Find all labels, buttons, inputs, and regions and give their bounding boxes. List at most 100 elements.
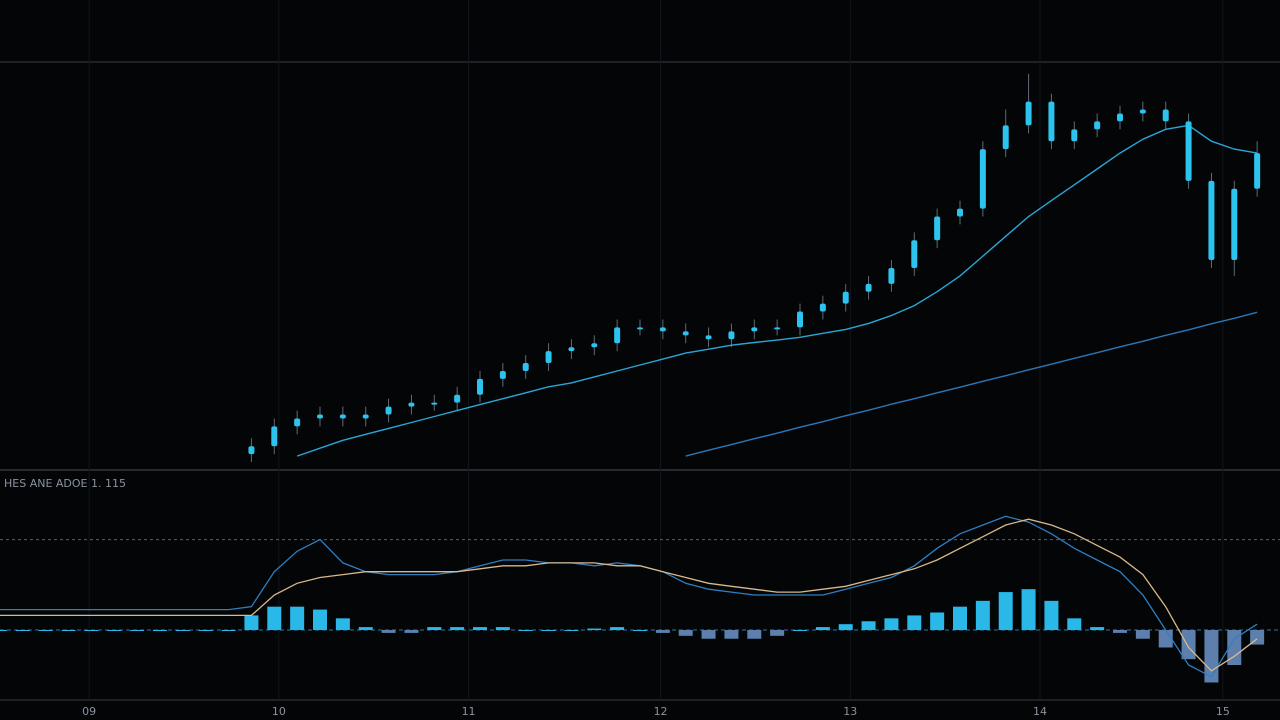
candle-body (1048, 101, 1055, 142)
candle-body (1139, 109, 1146, 114)
candle-body (1094, 121, 1101, 130)
line-series (685, 311, 1258, 457)
histogram-bar (1021, 589, 1036, 630)
histogram-bar (884, 618, 899, 630)
histogram-bar (221, 630, 236, 631)
histogram-bar (633, 630, 647, 631)
candle-body (522, 363, 529, 371)
histogram-bar (15, 630, 30, 631)
histogram-bar (1090, 627, 1105, 630)
histogram-bar (38, 630, 53, 631)
candle-body (865, 283, 872, 292)
candle-body (1254, 153, 1261, 189)
histogram-bar (1227, 630, 1242, 665)
histogram-bar (975, 600, 990, 630)
histogram-bar (1181, 630, 1196, 660)
histogram-bar (0, 630, 7, 631)
histogram-bar (130, 630, 145, 631)
histogram-bar (793, 630, 807, 631)
candle-body (979, 149, 986, 209)
time-axis: 09 10 11 12 13 14 15 (82, 705, 1230, 718)
histogram-bar (541, 630, 556, 631)
histogram-bar (1135, 630, 1150, 639)
histogram-bar (381, 630, 396, 633)
histogram-bar (404, 630, 419, 633)
histogram-bar (335, 618, 350, 630)
candle-body (819, 303, 826, 312)
candle-body (842, 291, 849, 304)
x-tick-label: 13 (843, 705, 857, 718)
candle-body (728, 331, 735, 340)
histogram-bar (678, 630, 693, 636)
candle-body (1162, 109, 1169, 122)
histogram-bar (61, 630, 76, 631)
grid (88, 0, 1224, 700)
histogram-bar (518, 630, 533, 631)
candle-body (682, 331, 689, 336)
histogram-bar (655, 630, 670, 633)
histogram-bar (701, 630, 716, 639)
candle-body (431, 402, 438, 405)
candle-body (545, 351, 552, 364)
candle-body (751, 327, 758, 332)
histogram-bar (1113, 630, 1127, 633)
candle-body (591, 343, 598, 348)
x-tick-label: 09 (82, 705, 96, 718)
candle-body (637, 327, 643, 330)
histogram-bar (267, 606, 282, 630)
histogram-bar (198, 630, 213, 631)
histogram-bar (107, 630, 122, 631)
histogram-bar (84, 630, 99, 631)
candle-body (568, 347, 575, 352)
histogram-bar (861, 621, 876, 630)
candle-body (454, 394, 461, 403)
histogram-bar (907, 615, 922, 630)
line-series (296, 124, 1258, 457)
candle-body (385, 406, 392, 415)
histogram-bar (587, 628, 602, 630)
histogram-bar (998, 592, 1013, 630)
candle-body (888, 267, 895, 284)
candle-body (797, 311, 803, 328)
histogram-bar (838, 624, 853, 630)
candle-body (1071, 129, 1078, 142)
histogram-bar (1204, 630, 1219, 683)
indicator-label: HES ANE ADOE 1. 115 (4, 477, 126, 490)
price-panel (248, 73, 1261, 463)
candle-body (294, 418, 301, 427)
candle-body (477, 378, 483, 395)
histogram-bar (747, 630, 762, 639)
histogram-bar (724, 630, 739, 639)
candle-body (659, 327, 666, 332)
histogram-bar (564, 630, 579, 631)
candle-body (271, 426, 278, 447)
x-tick-label: 11 (462, 705, 476, 718)
histogram-bar (290, 606, 305, 630)
histogram-bar (313, 609, 327, 630)
candle-body (614, 327, 621, 344)
histogram-bar (1158, 630, 1173, 648)
histogram-bar (815, 627, 830, 630)
candle-body (339, 414, 346, 419)
histogram-bar (610, 627, 625, 630)
x-tick-label: 14 (1033, 705, 1047, 718)
candle-body (774, 327, 781, 330)
histogram-bar (1067, 618, 1082, 630)
macd-panel (0, 515, 1280, 683)
histogram-bar (450, 627, 465, 630)
candle-body (1117, 113, 1123, 122)
candle-body (499, 370, 506, 379)
histogram-bar (953, 606, 967, 630)
x-tick-label: 15 (1216, 705, 1230, 718)
histogram-bar (473, 627, 487, 630)
histogram-bar (495, 627, 510, 630)
histogram-bar (930, 612, 945, 630)
histogram-bar (770, 630, 785, 636)
candle-body (317, 414, 323, 419)
candle-body (1025, 101, 1032, 126)
candle-body (1208, 180, 1215, 261)
candle-body (1231, 188, 1238, 261)
candle-body (1185, 121, 1192, 181)
candle-body (248, 446, 255, 455)
